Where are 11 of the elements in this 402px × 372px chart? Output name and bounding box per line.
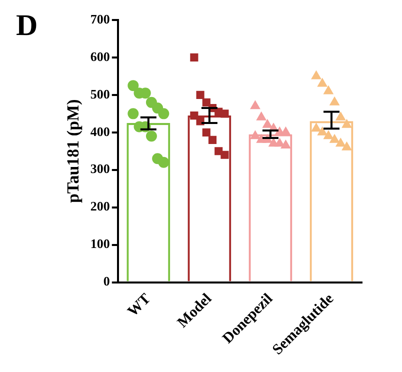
- chart-title: D: [16, 8, 38, 42]
- y-tick-label: 100: [90, 236, 110, 252]
- y-axis-title: pTau181 (pM): [64, 99, 83, 204]
- x-tick-label: WT: [124, 290, 154, 320]
- y-tick-label: 700: [90, 11, 110, 26]
- y-tick-label: 300: [90, 161, 110, 176]
- y-tick-label: 0: [103, 274, 110, 289]
- y-tick-label: 600: [90, 48, 110, 64]
- y-tick-label: 400: [90, 124, 110, 139]
- y-tick-label: 500: [90, 86, 110, 102]
- y-tick-label: 200: [90, 198, 110, 214]
